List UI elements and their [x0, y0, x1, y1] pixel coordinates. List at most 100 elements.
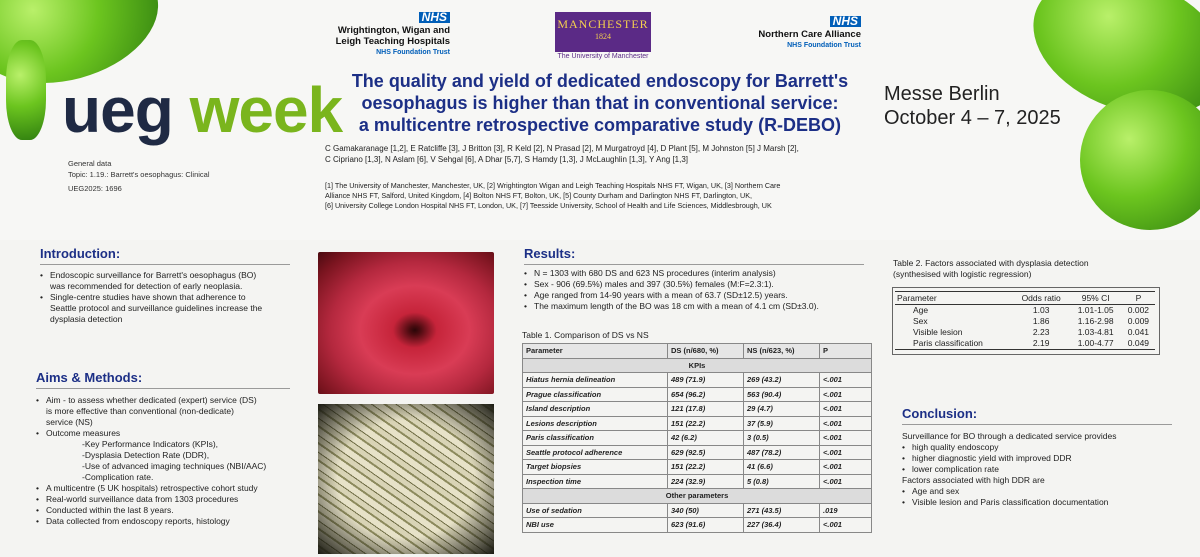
table2-cell: Paris classification — [913, 338, 983, 348]
aims-b1-line3: service (NS) — [46, 417, 93, 427]
authors-line2: C Cipriano [1,3], N Aslam [6], V Sehgal … — [325, 155, 689, 164]
table1-cell: 42 (6.2) — [667, 430, 744, 446]
table1-header-cell: Parameter — [522, 343, 668, 359]
table1-header-row: Parameter DS (n/680, %) NS (n/623, %) P — [522, 343, 872, 359]
results-bullet-4: The maximum length of the BO was 18 cm w… — [524, 301, 884, 312]
aims-sub-1: -Key Performance Indicators (KPIs), — [82, 439, 219, 449]
table2-frame — [892, 287, 1160, 355]
general-data-code: UEG2025: 1696 — [68, 184, 122, 193]
table2-header-cell: P — [1121, 291, 1155, 305]
intro-b2-line2: Seattle protocol and surveillance guidel… — [50, 303, 263, 313]
table1-cell: Inspection time — [522, 473, 668, 489]
table1-cell: 37 (5.9) — [743, 415, 820, 431]
results-heading: Results: — [524, 246, 576, 261]
table1-cell: 151 (22.2) — [667, 415, 744, 431]
table1-group-label: KPIs — [522, 357, 872, 373]
nca-trust: NHS Foundation Trust — [787, 42, 861, 49]
authors-line1: C Gamakaranage [1,2], E Ratcliffe [3], J… — [325, 144, 799, 153]
table2-cell: 1.86 — [1032, 316, 1050, 326]
general-data-label: General data — [68, 159, 112, 168]
table1: Parameter DS (n/680, %) NS (n/623, %) P … — [522, 343, 872, 533]
introduction-list: Endoscopic surveillance for Barrett's oe… — [40, 270, 310, 325]
table1-cell: <.001 — [819, 430, 872, 446]
table1-row: NBI use 623 (91.6) 227 (36.4) <.001 — [522, 517, 872, 533]
table1-row: Use of sedation 340 (50) 271 (43.5) .019 — [522, 502, 872, 518]
table1-cell: 227 (36.4) — [743, 517, 820, 533]
table2-cell: Visible lesion — [913, 327, 963, 337]
table2-cell: 1.03 — [1032, 305, 1050, 315]
table1-caption: Table 1. Comparison of DS vs NS — [522, 330, 649, 340]
poster-title: The quality and yield of dedicated endos… — [340, 70, 860, 136]
aims-heading: Aims & Methods: — [36, 370, 143, 385]
table2-row: Sex 1.86 1.16-2.98 0.009 — [895, 316, 1155, 327]
aims-bullet-3: A multicentre (5 UK hospitals) retrospec… — [36, 483, 316, 494]
aims-bullet-1: Aim - to assess whether dedicated (exper… — [36, 395, 316, 428]
conclusion-list-1: high quality endoscopy higher diagnostic… — [902, 442, 1192, 475]
table2-cell: 2.23 — [1032, 327, 1050, 337]
table1-body: KPIs Hiatus hernia delineation 489 (71.9) 2… — [522, 357, 872, 533]
table2-caption: Table 2. Factors associated with dysplas… — [893, 258, 1089, 280]
aims-list: Aim - to assess whether dedicated (exper… — [36, 395, 316, 527]
table2-cell: 0.041 — [1127, 327, 1150, 337]
table1-cell: 41 (6.6) — [743, 459, 820, 475]
table1-cell: 3 (0.5) — [743, 430, 820, 446]
table1-row: Hiatus hernia delineation 489 (71.9) 269 (… — [522, 372, 872, 388]
table1-cell: 489 (71.9) — [667, 372, 744, 388]
introduction-section: Introduction: Endoscopic surveillance fo… — [40, 246, 310, 325]
results-section: Results: N = 1303 with 680 DS and 623 NS… — [524, 246, 884, 312]
table1-row: Seattle protocol adherence 629 (92.5) 487 … — [522, 444, 872, 460]
venue-city: Messe Berlin — [884, 83, 1000, 105]
table1-cell: Use of sedation — [522, 502, 668, 518]
table1-cell: Target biopsies — [522, 459, 668, 475]
table2-row: Visible lesion 2.23 1.03-4.81 0.041 — [895, 327, 1155, 338]
table2-header-cell: Odds ratio — [1012, 291, 1070, 305]
aims-bullet-2: Outcome measures — [36, 428, 316, 439]
table1-group-label: Other parameters — [522, 488, 872, 504]
conclusion-factors: Factors associated with high DDR are — [902, 475, 1045, 485]
table1-cell: 487 (78.2) — [743, 444, 820, 460]
aims-bullet-6: Data collected from endoscopy reports, h… — [36, 516, 316, 527]
authors: C Gamakaranage [1,2], E Ratcliffe [3], J… — [325, 143, 870, 165]
table1-cell: .019 — [819, 502, 872, 518]
aims-divider — [36, 388, 290, 389]
table2-header-cell: Parameter — [895, 291, 1013, 305]
manchester-name: MANCHESTER — [557, 17, 649, 31]
results-bullet-1: N = 1303 with 680 DS and 623 NS procedur… — [524, 268, 884, 279]
table1-row: Paris classification 42 (6.2) 3 (0.5) <.001 — [522, 430, 872, 446]
aims-bullet-5: Conducted within the last 8 years. — [36, 505, 316, 516]
conclusion-section: Conclusion: Surveillance for BO through … — [902, 406, 1192, 508]
conclusion-heading: Conclusion: — [902, 406, 978, 421]
table1-cell: 29 (4.7) — [743, 401, 820, 417]
table1-row: Prague classification 654 (96.2) 563 (90.4… — [522, 386, 872, 402]
table1-group-row: Other parameters — [522, 488, 872, 504]
general-data: General data Topic: 1.19.: Barrett's oes… — [68, 158, 210, 194]
table1-cell: 271 (43.5) — [743, 502, 820, 518]
table1-cell: 629 (92.5) — [667, 444, 744, 460]
results-divider — [524, 264, 864, 265]
table1-cell: Seattle protocol adherence — [522, 444, 668, 460]
conclusion-list-2: Age and sex Visible lesion and Paris cla… — [902, 486, 1192, 508]
affiliations-line1: [1] The University of Manchester, Manche… — [325, 181, 781, 190]
table2-cell: 1.00-4.77 — [1077, 338, 1114, 348]
intro-bullet-2: Single-centre studies have shown that ad… — [40, 292, 310, 325]
venue: Messe Berlin October 4 – 7, 2025 — [884, 82, 1061, 130]
conclusion-intro: Surveillance for BO through a dedicated … — [902, 431, 1117, 441]
table2-cell: Age — [913, 305, 929, 315]
introduction-heading: Introduction: — [40, 246, 121, 261]
table2-cell: 0.002 — [1127, 305, 1150, 315]
ueg-week-logo: ueg week — [62, 78, 343, 142]
manchester-logo: MANCHESTER 1824 — [555, 12, 651, 52]
conclusion-bullet-5: Visible lesion and Paris classification … — [902, 497, 1192, 508]
table1-cell: <.001 — [819, 517, 872, 533]
table1-cell: <.001 — [819, 473, 872, 489]
table1-cell: 5 (0.8) — [743, 473, 820, 489]
green-blob-right — [1080, 90, 1200, 230]
table2-cell: 0.049 — [1127, 338, 1150, 348]
affiliations-line2: Alliance NHS FT, Salford, United Kingdom… — [325, 191, 753, 200]
table1-cell: <.001 — [819, 372, 872, 388]
wwl-nhs-badge: NHS — [418, 11, 450, 23]
intro-b1-line2: was recommended for detection of early n… — [50, 281, 243, 291]
manchester-sub: The University of Manchester — [557, 53, 649, 60]
table2-header-row: Parameter Odds ratio 95% CI P — [895, 291, 1155, 305]
